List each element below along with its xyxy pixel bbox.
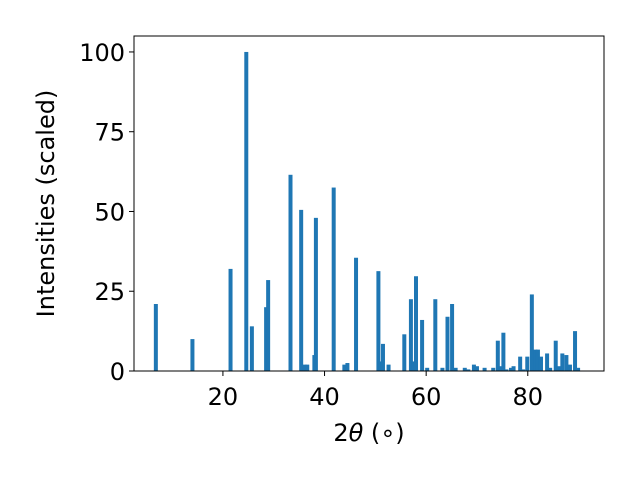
bar bbox=[420, 319, 425, 371]
bar-series bbox=[153, 51, 581, 371]
bar bbox=[482, 367, 487, 371]
bar bbox=[511, 366, 516, 371]
bar bbox=[545, 353, 550, 371]
bar bbox=[445, 316, 450, 371]
bar bbox=[491, 367, 496, 371]
bar bbox=[573, 331, 578, 371]
bar bbox=[450, 304, 455, 371]
bar bbox=[538, 356, 543, 371]
y-axis: 0 25 50 75 100 bbox=[79, 39, 134, 386]
bar bbox=[509, 367, 514, 371]
bar bbox=[548, 367, 553, 371]
bar bbox=[564, 355, 569, 371]
bar bbox=[345, 363, 350, 371]
bar bbox=[378, 361, 383, 371]
bar bbox=[466, 369, 471, 371]
bar bbox=[560, 353, 565, 371]
bar bbox=[474, 366, 479, 371]
bar bbox=[411, 361, 416, 371]
bar bbox=[331, 187, 336, 371]
bar bbox=[501, 332, 506, 371]
bar bbox=[302, 364, 307, 371]
bar bbox=[433, 299, 438, 371]
bar bbox=[462, 367, 467, 371]
bar bbox=[408, 299, 413, 371]
bar bbox=[376, 271, 381, 371]
bar bbox=[305, 364, 310, 371]
bar bbox=[313, 217, 318, 371]
bar bbox=[425, 367, 430, 371]
y-tick-label: 100 bbox=[79, 39, 125, 67]
y-tick-label: 50 bbox=[94, 198, 125, 226]
bar bbox=[264, 307, 269, 371]
bar bbox=[190, 339, 195, 371]
y-axis-label: Intensities (scaled) bbox=[32, 90, 60, 318]
bar bbox=[342, 364, 347, 371]
bar bbox=[402, 334, 407, 371]
bar bbox=[228, 268, 233, 371]
bar bbox=[354, 257, 359, 371]
y-tick-label: 75 bbox=[94, 119, 125, 147]
bar bbox=[153, 304, 158, 371]
bar bbox=[471, 364, 476, 371]
bar bbox=[414, 276, 418, 371]
bar bbox=[380, 343, 385, 371]
bar bbox=[518, 356, 523, 371]
bar bbox=[440, 367, 445, 371]
bar bbox=[495, 340, 500, 371]
bar bbox=[497, 366, 502, 371]
bar bbox=[529, 294, 534, 371]
bar bbox=[525, 356, 530, 371]
bar bbox=[249, 326, 254, 371]
bar bbox=[553, 340, 558, 371]
x-tick-label: 60 bbox=[411, 383, 442, 411]
x-axis: 20 40 60 80 bbox=[208, 371, 543, 411]
x-tick-label: 80 bbox=[513, 383, 544, 411]
bar bbox=[299, 209, 304, 371]
bar bbox=[556, 366, 561, 371]
bar bbox=[535, 349, 540, 371]
bar bbox=[576, 367, 581, 371]
x-axis-label: 2θ (∘) bbox=[333, 419, 404, 447]
plot-frame bbox=[133, 35, 605, 372]
x-tick-label: 20 bbox=[208, 383, 239, 411]
bar bbox=[567, 364, 572, 371]
bar bbox=[386, 364, 391, 371]
bar bbox=[288, 174, 293, 371]
bar bbox=[244, 51, 249, 371]
y-tick-label: 0 bbox=[110, 358, 125, 386]
y-tick-label: 25 bbox=[94, 278, 125, 306]
x-tick-label: 40 bbox=[309, 383, 340, 411]
bar bbox=[453, 367, 458, 371]
bar bbox=[533, 349, 538, 371]
bar bbox=[504, 369, 509, 371]
bar bbox=[521, 369, 526, 371]
bar bbox=[266, 280, 271, 371]
